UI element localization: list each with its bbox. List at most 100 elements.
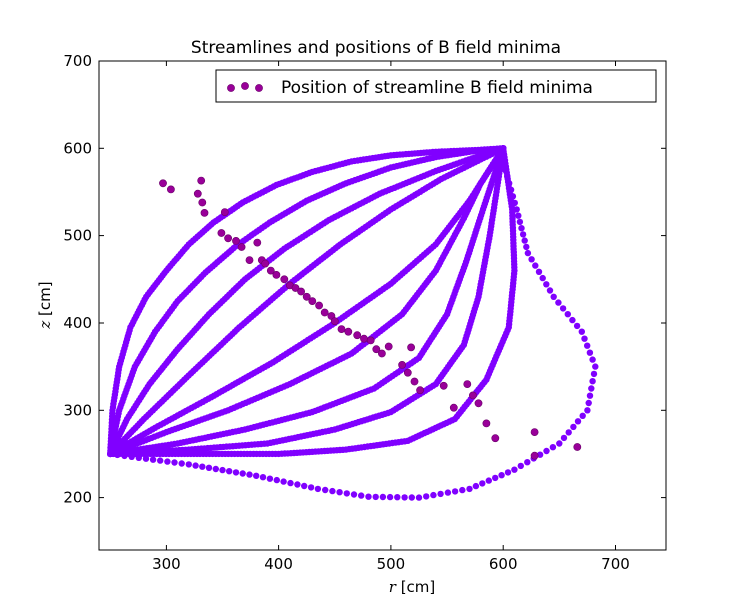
streamline-point — [517, 462, 524, 470]
streamline-point — [266, 475, 274, 482]
minimum-point — [315, 301, 323, 310]
minimum-point — [253, 238, 262, 247]
streamline-point — [524, 459, 531, 466]
minimum-point — [200, 208, 209, 217]
minimum-point — [224, 234, 232, 243]
x-axis-label: r [cm] — [389, 578, 436, 596]
minimum-point — [272, 270, 281, 279]
streamline-point — [507, 186, 515, 193]
streamline-8 — [107, 145, 507, 458]
streamline-point — [430, 491, 437, 499]
streamline-point — [479, 480, 486, 487]
minimum-point — [245, 256, 254, 264]
streamline-point — [336, 489, 343, 496]
minimum-point — [398, 360, 406, 369]
streamline-point — [586, 392, 594, 399]
y-tick-label: 700 — [63, 52, 92, 70]
minimum-point — [407, 343, 415, 352]
minimum-point — [491, 434, 500, 443]
streamline-1 — [107, 145, 507, 458]
streamline-point — [528, 256, 535, 263]
streamline-point — [379, 493, 387, 501]
streamline-point — [372, 493, 379, 501]
streamline-4 — [107, 145, 507, 458]
streamline-point — [502, 167, 509, 174]
minimum-point — [474, 399, 483, 408]
streamline-point — [157, 457, 164, 464]
streamline-point — [192, 462, 199, 469]
minimum-point — [266, 266, 275, 275]
streamline-point — [212, 465, 219, 473]
streamline-point — [570, 423, 577, 431]
streamline-point — [560, 434, 568, 442]
streamline-6 — [107, 145, 507, 458]
chart-title: Streamlines and positions of B field min… — [191, 38, 561, 58]
streamline-point — [590, 370, 598, 378]
minimum-point — [482, 419, 491, 428]
tick-layer — [99, 60, 666, 550]
legend-marker — [227, 84, 235, 92]
streamline-point — [585, 399, 592, 407]
streamline-point — [232, 469, 240, 476]
minimum-point — [261, 259, 270, 268]
streamline-point — [423, 493, 430, 500]
x-tick-label: 300 — [152, 555, 181, 573]
streamline-point — [589, 356, 596, 363]
streamline-point — [219, 466, 226, 474]
streamline-point — [519, 231, 527, 238]
streamline-point — [329, 487, 336, 495]
legend: Position of streamline B field minima — [215, 69, 657, 103]
streamline-point — [401, 494, 408, 501]
streamline-point — [350, 491, 358, 498]
streamline-point — [485, 477, 492, 484]
streamline-point — [592, 363, 599, 370]
streamline-point — [171, 459, 178, 466]
streamline-point — [523, 243, 530, 251]
streamline-point — [549, 444, 557, 451]
minimum-point — [403, 368, 412, 377]
minimum-point — [463, 380, 472, 388]
y-tick-label: 200 — [63, 489, 92, 507]
minimum-point — [330, 317, 339, 326]
streamline-point — [307, 484, 315, 491]
minimum-point — [198, 198, 207, 207]
streamline-point — [394, 494, 401, 501]
streamline-point — [128, 453, 135, 460]
streamline-point — [444, 489, 452, 496]
streamline-point — [584, 407, 591, 414]
minimum-point — [237, 243, 246, 251]
streamline-point — [535, 268, 543, 275]
streamline-point — [121, 452, 128, 460]
streamline-point — [546, 287, 554, 294]
streamline-point — [550, 293, 557, 300]
streamline-point — [564, 311, 571, 318]
streamline-point — [521, 237, 528, 244]
streamline-10 — [107, 145, 599, 501]
streamline-point — [589, 378, 596, 385]
minimum-point — [220, 208, 229, 216]
streamline-point — [287, 479, 294, 487]
streamline-point — [164, 458, 171, 465]
y-tick-label: 600 — [63, 139, 92, 157]
streamline-point — [524, 249, 532, 257]
streamline-point — [511, 199, 518, 207]
streamline-point — [509, 193, 517, 200]
streamline-point — [500, 152, 508, 159]
minimum-point — [360, 334, 368, 343]
streamline-point — [358, 492, 365, 499]
streamline-point — [536, 451, 544, 458]
y-axis-label: z [cm] — [36, 281, 54, 329]
streamline-point — [518, 225, 525, 232]
streamline-point — [142, 455, 150, 462]
streamline-point — [178, 460, 185, 467]
streamline-point — [301, 482, 308, 490]
minimum-point — [232, 236, 240, 245]
streamline-point — [294, 481, 301, 488]
streamline-point — [472, 482, 480, 490]
x-axis-var: r — [389, 578, 397, 596]
minimum-point — [468, 391, 477, 400]
minimum-point — [573, 443, 582, 451]
streamline-point — [365, 493, 372, 500]
streamline-point — [226, 468, 233, 475]
streamline-point — [543, 447, 550, 455]
